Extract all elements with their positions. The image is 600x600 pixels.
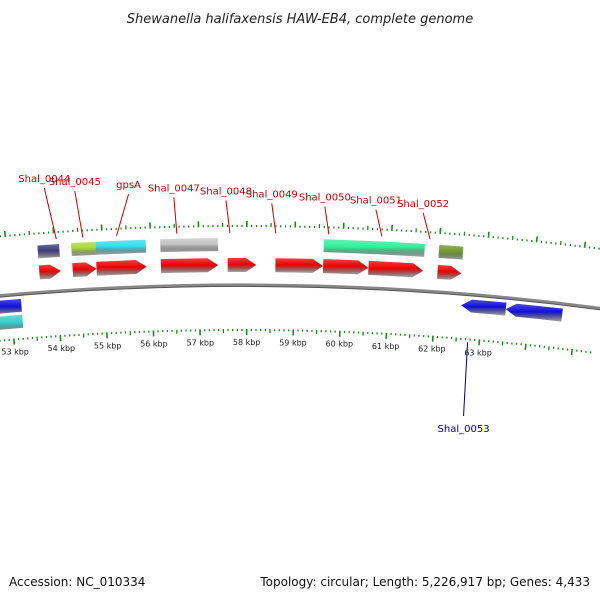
gene-label: Shal_0052 [397, 199, 449, 210]
cog-color-boxes [37, 238, 464, 260]
label-leader-line [116, 194, 130, 236]
accession-text: Accession: NC_010334 [9, 575, 145, 589]
label-leader-line [422, 212, 431, 240]
scale-label: 53 kbp [1, 348, 29, 357]
label-leader-line [324, 206, 330, 235]
gene-label: gpsA [116, 180, 141, 191]
forward-cds-arrow [227, 258, 257, 273]
inner-tick [570, 348, 574, 356]
inner-tick [13, 338, 16, 345]
label-leader-line [225, 200, 231, 234]
scale-label: 63 kbp [464, 348, 492, 357]
forward-cds-arrow [72, 262, 97, 278]
cog-box [160, 238, 219, 253]
reverse-cds-arrow [505, 303, 563, 322]
cog-box [95, 239, 147, 255]
inner-tick-ring [0, 329, 592, 356]
label-leader-line [74, 191, 84, 238]
scale-label: 61 kbp [372, 342, 400, 351]
forward-cds-arrow [38, 264, 61, 280]
reverse-cog-box [0, 314, 24, 330]
outer-tick [487, 231, 490, 238]
scale-labels: 53 kbp 54 kbp 55 kbp 56 kbp 57 kbp 58 kbp 59 k… [1, 338, 491, 357]
outer-tick-ring [0, 221, 600, 250]
scale-label: 56 kbp [140, 339, 168, 348]
gene-label: Shal_0049 [246, 190, 298, 201]
cog-box [71, 241, 96, 257]
gene-label: Shal_0050 [299, 193, 351, 204]
outer-tick [583, 241, 587, 248]
label-leader-line [43, 187, 57, 240]
inner-tick [524, 343, 527, 350]
scale-label: 59 kbp [279, 338, 307, 347]
reverse-cds-track [0, 298, 563, 330]
backbone-line [0, 283, 600, 310]
label-leader-line [463, 342, 469, 417]
cog-box [438, 244, 464, 260]
label-leader-line [173, 197, 178, 234]
forward-cds-arrow [322, 259, 369, 275]
reverse-cds-arrow [461, 299, 507, 316]
gene-label: Shal_0048 [200, 186, 252, 197]
forward-cds-arrow [275, 258, 324, 273]
scale-label: 55 kbp [94, 341, 122, 350]
label-leader-line [271, 203, 277, 234]
topology-summary: Topology: circular; Length: 5,226,917 bp… [259, 575, 590, 589]
forward-cds-track [38, 258, 462, 280]
outer-tick [535, 236, 538, 243]
map-title: Shewanella halifaxensis HAW-EB4, complet… [127, 12, 473, 27]
cog-box [37, 243, 60, 259]
gene-label: Shal_0047 [148, 183, 200, 194]
scale-label: 60 kbp [326, 340, 354, 349]
forward-cds-arrow [437, 264, 462, 280]
forward-cds-arrow [368, 260, 424, 278]
gene-label: Shal_0044 [18, 174, 70, 185]
cog-box [323, 239, 425, 257]
backbone-ring [0, 283, 600, 311]
scale-label: 57 kbp [187, 338, 215, 347]
scale-label: 62 kbp [418, 345, 446, 354]
gene-label: Shal_0053 [438, 424, 490, 435]
scale-label: 54 kbp [48, 344, 76, 353]
forward-cds-arrow [160, 258, 219, 274]
gene-label: Shal_0051 [350, 196, 402, 207]
backbone-shadow [0, 286, 600, 311]
reverse-cds-arrow [0, 298, 22, 314]
forward-cds-arrow [96, 260, 147, 276]
inner-tick [478, 339, 481, 346]
gene-label: Shal_0045 [49, 177, 101, 188]
label-leader-line [375, 209, 383, 237]
outer-tick [3, 230, 7, 237]
scale-label: 58 kbp [233, 338, 261, 347]
